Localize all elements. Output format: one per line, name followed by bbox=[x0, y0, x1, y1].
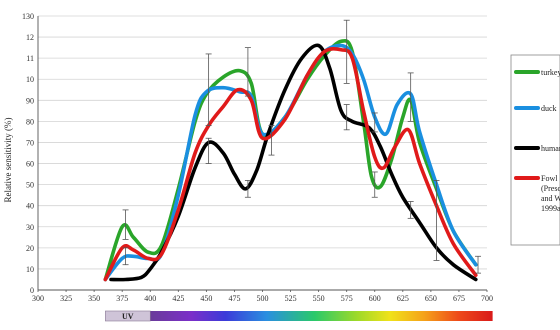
x-tick-label: 475 bbox=[228, 294, 240, 303]
error-bars bbox=[122, 19, 482, 274]
series-line-0 bbox=[103, 38, 478, 282]
y-tick-label: 40 bbox=[26, 202, 34, 211]
x-tick-labels: 300 325 350 375 400 425 450 475 500 525 550 575 600 6… bbox=[32, 294, 493, 303]
x-tick-label: 325 bbox=[60, 294, 72, 303]
x-tick-label: 700 bbox=[481, 294, 493, 303]
x-tick-label: 525 bbox=[285, 294, 297, 303]
y-tick-label: 10 bbox=[26, 265, 34, 274]
uv-label: UV bbox=[122, 312, 134, 321]
x-tick-label: 550 bbox=[313, 294, 325, 303]
series-lines bbox=[103, 38, 478, 282]
x-tick-label: 500 bbox=[257, 294, 269, 303]
y-tick-label: 10 bbox=[26, 75, 34, 84]
x-tick-label: 375 bbox=[116, 294, 128, 303]
y-tick-label: 50 bbox=[26, 181, 34, 190]
legend-label-line: 1999a) bbox=[541, 204, 560, 213]
legend: turkey duck human Fowl(Prescottand Wathes19… bbox=[510, 54, 560, 246]
axes bbox=[37, 16, 488, 292]
x-tick-label: 600 bbox=[369, 294, 381, 303]
y-tick-label: 80 bbox=[26, 117, 34, 126]
y-tick-labels: 0 10 20 30 40 50 60 70 80 90 10 11 12 130 bbox=[22, 12, 34, 295]
legend-label-line: (Prescott bbox=[541, 184, 560, 193]
y-tick-label: 70 bbox=[26, 138, 34, 147]
uv-band bbox=[105, 310, 151, 322]
visible-spectrum-band bbox=[150, 311, 493, 321]
x-tick-label: 625 bbox=[397, 294, 409, 303]
y-tick-label: 12 bbox=[26, 33, 34, 42]
legend-label: Fowl(Prescottand Wathes1999a) bbox=[541, 174, 560, 213]
legend-label: duck bbox=[541, 104, 557, 113]
y-axis-label: Relative sensitivity (%) bbox=[3, 118, 13, 203]
x-tick-label: 575 bbox=[341, 294, 353, 303]
x-tick-label: 350 bbox=[88, 294, 100, 303]
spectrum-bar: UV bbox=[105, 310, 493, 322]
x-tick-label: 425 bbox=[172, 294, 184, 303]
y-tick-label: 90 bbox=[26, 96, 34, 105]
x-tick-label: 650 bbox=[425, 294, 437, 303]
gridlines bbox=[38, 15, 487, 270]
x-tick-label: 400 bbox=[144, 294, 156, 303]
legend-label-line: Fowl bbox=[541, 174, 558, 183]
y-tick-label: 0 bbox=[30, 286, 34, 295]
x-tick-label: 675 bbox=[453, 294, 465, 303]
legend-label: human bbox=[541, 144, 560, 153]
x-tick-label: 300 bbox=[32, 294, 44, 303]
legend-label-line: and Wathes bbox=[541, 194, 560, 203]
y-tick-label: 11 bbox=[26, 54, 34, 63]
y-tick-label: 30 bbox=[26, 223, 34, 232]
y-tick-label: 60 bbox=[26, 160, 34, 169]
legend-label: turkey bbox=[541, 68, 560, 77]
series-line-3 bbox=[103, 47, 478, 282]
y-tick-label: 20 bbox=[26, 244, 34, 253]
x-tick-label: 450 bbox=[200, 294, 212, 303]
y-tick-label: 130 bbox=[22, 12, 34, 21]
